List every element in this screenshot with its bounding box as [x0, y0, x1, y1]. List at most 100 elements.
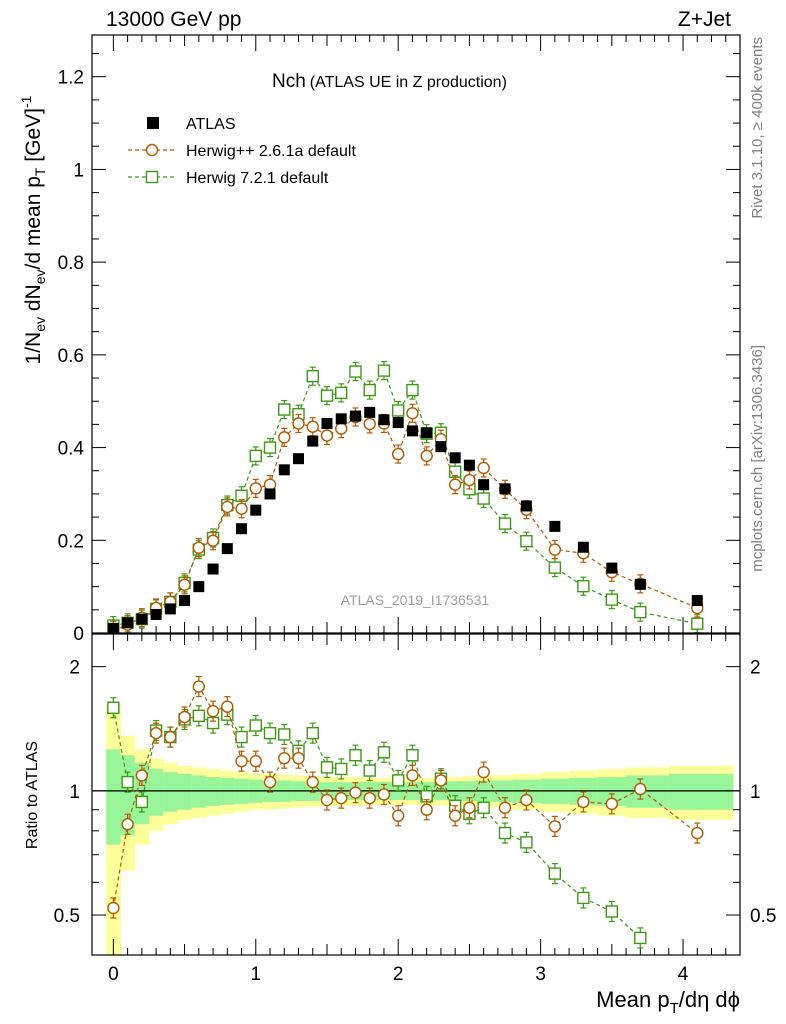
main-herwig-7-2-1-default-point: [605, 593, 619, 606]
ratio-axis-ticks: 0 1 2 3 4 0.5 0.5 1 1 2 2: [54, 634, 776, 985]
ratio-herwig-2-6-1a-default-point: [135, 769, 149, 782]
ratio-herwig-7-2-1-default-point: [498, 826, 512, 840]
main-herwig-7-2-1-default-point: [320, 389, 334, 402]
main-herwig-7-2-1-default-point: [577, 579, 590, 593]
main-herwig-7-2-1-default-point: [363, 383, 376, 397]
main-atlas-point: [207, 563, 219, 575]
y-tick-label-main: 0.4: [58, 439, 85, 460]
main-frame: [91, 34, 741, 634]
ratio-herwig-2-6-1a-default-point: [448, 809, 462, 822]
band-inner-bin: [120, 755, 136, 836]
ratio-herwig-2-6-1a-default-point: [320, 793, 334, 807]
ratio-herwig-7-2-1-default-point: [278, 728, 291, 741]
y-tick-label-main: 0.8: [58, 253, 84, 274]
main-herwig-2-6-1a-default-point: [292, 417, 305, 430]
main-atlas-point: [392, 417, 404, 429]
main-herwig-2-6-1a-default-point: [420, 449, 433, 463]
main-atlas-point: [236, 523, 248, 535]
ratio-frame: [91, 633, 741, 956]
plot-title-main: Nch: [272, 71, 306, 92]
main-atlas-point: [349, 410, 361, 422]
plot-title-sub: (ATLAS UE in Z production): [310, 74, 507, 91]
band-inner-bin: [626, 775, 670, 808]
ratio-herwig-7-2-1-default-point: [263, 726, 277, 740]
main-herwig-7-2-1-default-point: [548, 561, 562, 574]
ratio-herwig-2-6-1a-default-point: [306, 775, 319, 789]
ratio-herwig-2-6-1a-default-point: [349, 786, 362, 799]
main-atlas-point: [406, 425, 418, 437]
ratio-herwig-7-2-1-default-point: [391, 774, 405, 787]
legend-label-herwig7: Herwig 7.2.1 default: [186, 170, 329, 187]
x-tick-label: 1: [250, 964, 261, 985]
ratio-herwig-2-6-1a-default-point: [477, 765, 490, 779]
main-herwig-7-2-1-default-point: [691, 617, 704, 630]
main-herwig-2-6-1a-default-point: [278, 431, 291, 444]
ratio-herwig-7-2-1-default-point: [377, 746, 391, 759]
band-inner-bin: [106, 749, 121, 845]
y-tick-label-ratio-right: 1: [750, 782, 761, 803]
ratio-herwig-7-2-1-default-point: [548, 867, 562, 880]
header-right: Z+Jet: [678, 8, 731, 31]
main-herwig-7-2-1-default-point: [349, 365, 362, 378]
ratio-herwig-2-6-1a-default-point: [498, 801, 512, 814]
mcplots-note: mcplots.cern.ch [arXiv:1306.3436]: [749, 345, 766, 572]
main-atlas-point: [150, 608, 162, 620]
ratio-herwig-7-2-1-default-point: [235, 730, 248, 744]
ratio-herwig-7-2-1-default-point: [520, 836, 533, 849]
main-atlas-point: [307, 435, 319, 447]
y-tick-label-ratio: 1: [69, 782, 80, 803]
ratio-herwig-7-2-1-default-point: [335, 762, 348, 776]
ratio-herwig-2-6-1a-default-point: [221, 700, 234, 713]
ratio-herwig-2-6-1a-default-point: [391, 809, 405, 822]
main-atlas-point: [463, 459, 475, 471]
main-axis-ticks: 0 0.2 0.4 0.6 0.8 1 1.2: [58, 35, 740, 645]
main-herwig-7-2-1-default-point: [477, 492, 490, 505]
ratio-herwig-2-6-1a-default-point: [149, 726, 163, 740]
ratio-herwig-7-2-1-default-point: [192, 709, 206, 723]
y-axis-title-ratio: Ratio to ATLAS: [24, 741, 41, 849]
ratio-herwig-2-6-1a-default-point: [577, 795, 590, 809]
ratio-herwig-2-6-1a-default-point: [406, 769, 419, 782]
ratio-herwig-7-2-1-default-point: [634, 931, 647, 945]
main-herwig-2-6-1a-default-point: [463, 473, 476, 487]
y-tick-label-main: 0.2: [58, 531, 84, 552]
ratio-herwig-2-6-1a-default-point: [249, 754, 262, 768]
main-atlas-point: [606, 562, 618, 574]
band-inner-bin: [163, 772, 178, 812]
main-atlas-point: [293, 453, 305, 465]
rivet-note: Rivet 3.1.10, ≥ 400k events: [749, 37, 766, 219]
ratio-herwig-2-6-1a-default-point: [335, 791, 348, 805]
main-herwig-2-6-1a-default-point: [406, 407, 419, 420]
y-tick-label-ratio-right: 2: [750, 658, 761, 679]
main-herwig-2-6-1a-default-line: [113, 411, 698, 631]
main-atlas-point: [378, 414, 390, 426]
x-tick-label: 4: [678, 964, 689, 985]
main-herwig-2-6-1a-default-point: [249, 482, 262, 495]
ratio-herwig-2-6-1a-default-point: [548, 820, 562, 833]
main-herwig-2-6-1a-default-point: [178, 578, 191, 591]
main-herwig-2-6-1a-default-point: [477, 461, 490, 475]
ratio-herwig-7-2-1-default-point: [135, 795, 149, 809]
legend: ATLAS Herwig++ 2.6.1a default Herwig 7.2…: [128, 116, 356, 187]
main-herwig-2-6-1a-default-point: [192, 541, 206, 554]
band-inner-bin: [148, 768, 164, 816]
ratio-herwig-2-6-1a-default-point: [263, 775, 277, 789]
y-tick-label-main: 0: [73, 624, 84, 645]
ratio-herwig-7-2-1-default-point: [306, 726, 319, 740]
ratio-herwig-2-6-1a-default-point: [420, 803, 433, 816]
y-tick-label-main: 0.6: [58, 346, 84, 367]
main-herwig-7-2-1-default-point: [634, 605, 647, 619]
main-atlas-point: [164, 603, 176, 615]
main-atlas-point: [264, 488, 276, 500]
main-atlas-point: [278, 464, 290, 476]
ratio-herwig-2-6-1a-default-point: [121, 818, 134, 831]
main-data-marks: [107, 361, 704, 640]
ratio-herwig-7-2-1-default-point: [249, 719, 262, 732]
ratio-herwig-7-2-1-default-point: [477, 801, 490, 814]
main-herwig-7-2-1-default-point: [498, 517, 512, 530]
y-tick-label-main: 1.2: [58, 68, 84, 89]
main-atlas-point: [577, 541, 589, 553]
ratio-herwig-2-6-1a-default-line: [112, 685, 698, 909]
y-tick-label-main: 1: [73, 160, 84, 181]
